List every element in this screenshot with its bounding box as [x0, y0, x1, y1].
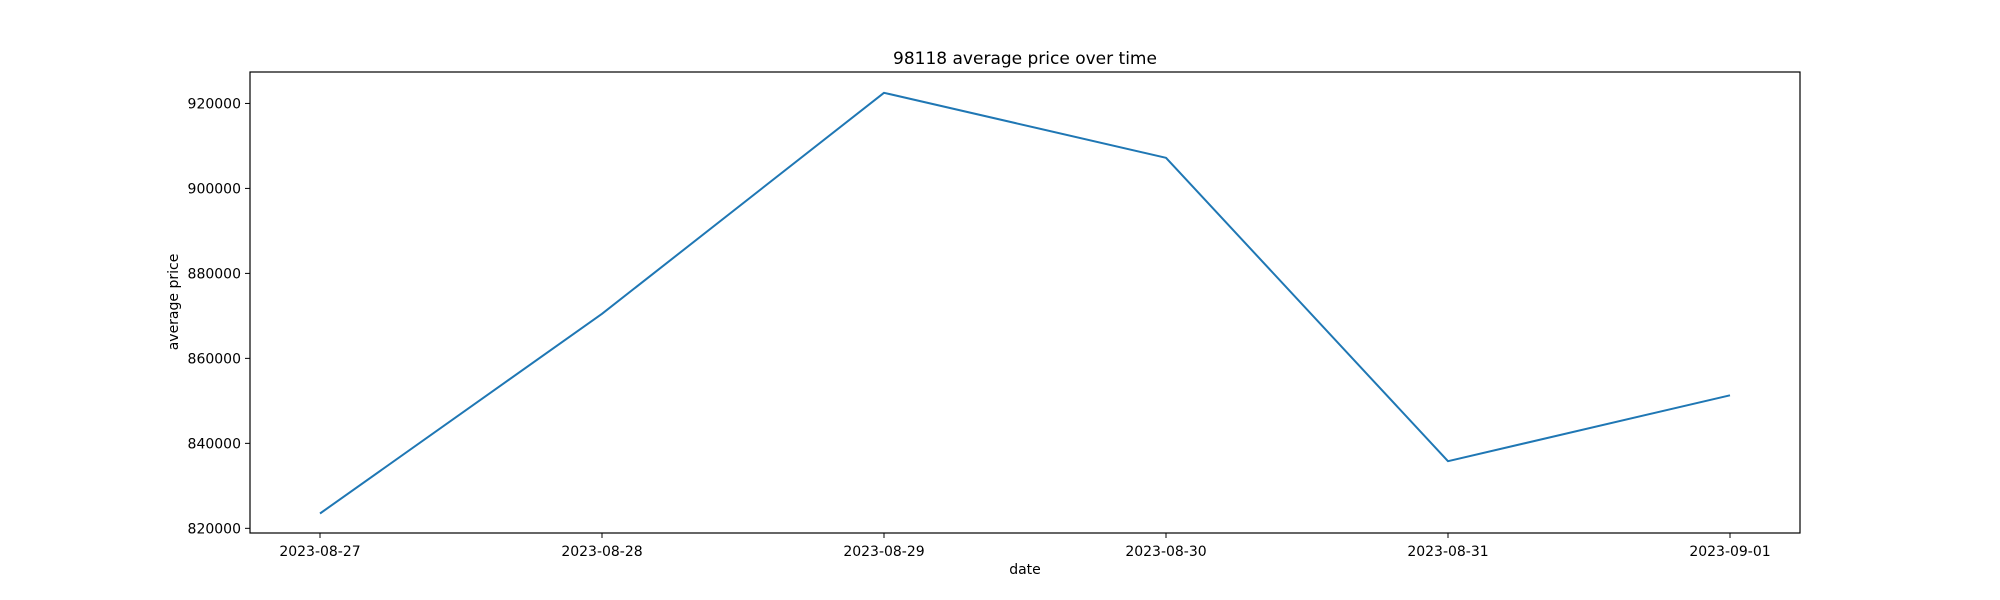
y-tick-label: 840000 — [188, 436, 241, 452]
plot-area: 2023-08-27 2023-08-28 2023-08-29 2023-08-30… — [188, 71, 1801, 560]
plot-frame — [249, 71, 1801, 534]
x-tick-label: 2023-08-29 — [843, 544, 924, 560]
y-tick-label: 880000 — [188, 266, 241, 282]
y-tick-label: 900000 — [188, 181, 241, 197]
x-axis: 2023-08-27 2023-08-28 2023-08-29 2023-08-30… — [279, 533, 1771, 560]
x-tick-label: 2023-08-28 — [561, 544, 642, 560]
x-tick-label: 2023-09-01 — [1689, 544, 1770, 560]
y-tick-label: 820000 — [188, 521, 241, 537]
x-axis-label: date — [1009, 562, 1041, 578]
series-layer — [319, 91, 1731, 515]
x-tick-label: 2023-08-31 — [1407, 544, 1488, 560]
series-line-0 — [319, 91, 1731, 515]
y-axis-label: average price — [166, 254, 182, 351]
y-tick-label: 920000 — [188, 96, 241, 112]
chart-title: 98118 average price over time — [893, 49, 1157, 69]
y-axis: 820000 840000 860000 880000 900000 920000 — [188, 96, 250, 537]
y-tick-label: 860000 — [188, 351, 241, 367]
x-tick-label: 2023-08-27 — [279, 544, 360, 560]
x-tick-label: 2023-08-30 — [1125, 544, 1206, 560]
